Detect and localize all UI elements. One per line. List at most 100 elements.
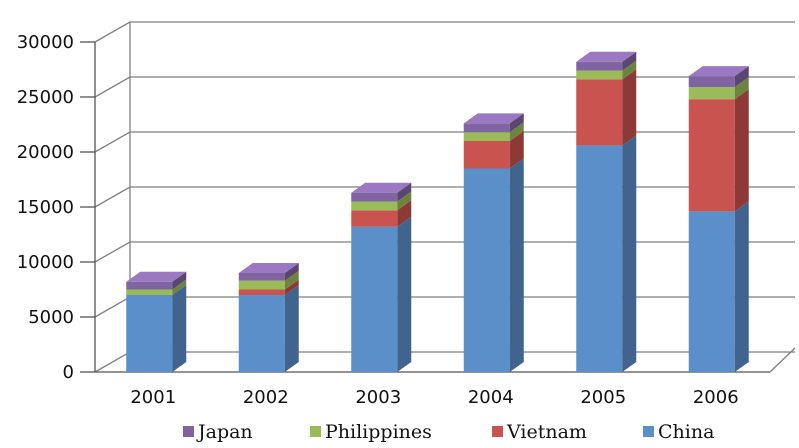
- legend-swatch: [492, 426, 503, 437]
- y-tick-label: 20000: [17, 142, 74, 163]
- legend-item-china: China: [643, 421, 714, 443]
- bar-segment-china-2005: [576, 135, 637, 372]
- legend-label: China: [658, 421, 714, 443]
- bar-front: [576, 70, 623, 80]
- bar-front: [351, 226, 398, 372]
- bar-front: [463, 141, 510, 169]
- bar-segment-philippines-2004: [463, 122, 524, 141]
- grid-diagonal: [94, 241, 131, 263]
- bar-side: [734, 89, 749, 212]
- bar-segment-china-2001: [126, 285, 187, 372]
- bar-segment-japan-2004: [463, 113, 524, 133]
- bar-segment-vietnam-2004: [463, 131, 524, 169]
- bar-segment-philippines-2002: [238, 270, 299, 290]
- bar-front: [238, 280, 285, 290]
- bar-top: [463, 113, 524, 124]
- bar-side: [172, 279, 187, 295]
- grid-diagonal: [94, 21, 131, 43]
- bar-side: [734, 66, 749, 88]
- legend-label: Vietnam: [506, 421, 587, 443]
- bar-segment-japan-2003: [351, 182, 412, 202]
- bar-segment-china-2003: [351, 216, 412, 372]
- bar-segment-china-2002: [238, 285, 299, 372]
- y-tick-label: 30000: [17, 32, 74, 53]
- x-tick-label: 2005: [580, 387, 626, 408]
- bar-side: [622, 69, 637, 146]
- bar-segment-japan-2001: [126, 271, 187, 290]
- bar-side: [397, 191, 412, 211]
- bar-side: [734, 201, 749, 372]
- bar-side: [622, 51, 637, 71]
- bar-segment-vietnam-2005: [576, 69, 637, 146]
- floor-edge: [769, 347, 796, 373]
- y-tick-label: 15000: [17, 197, 74, 218]
- bar-front: [688, 87, 735, 100]
- bar-front: [238, 295, 285, 372]
- legend-swatch: [310, 426, 321, 437]
- legend-label: Philippines: [325, 421, 432, 443]
- bar-top: [238, 263, 299, 273]
- x-tick-label: 2006: [693, 387, 739, 408]
- bar-side: [734, 77, 749, 100]
- legend-swatch: [643, 426, 654, 437]
- axis-labels: 0 5000 10000 15000 20000 25000 30000 2001 2002 20…: [17, 32, 739, 408]
- y-tick-label: 5000: [28, 307, 74, 328]
- bar-segment-japan-2005: [576, 51, 637, 71]
- bar-segment-philippines-2006: [688, 77, 749, 100]
- bar-front: [576, 145, 623, 372]
- grid-diagonal: [94, 296, 131, 318]
- bar-segment-philippines-2001: [126, 279, 187, 295]
- bar-front: [463, 168, 510, 372]
- bar-segment-japan-2002: [238, 263, 299, 281]
- bar-front: [126, 281, 173, 290]
- grid-diagonal: [94, 76, 131, 98]
- bar-side: [509, 131, 524, 169]
- bar-side: [172, 285, 187, 372]
- bar-side: [284, 270, 299, 290]
- x-tick-label: 2004: [468, 387, 514, 408]
- axes: [80, 22, 796, 373]
- y-tick-label: 0: [63, 362, 74, 383]
- bar-side: [622, 60, 637, 80]
- bar-side: [509, 122, 524, 141]
- bar-side: [622, 135, 637, 372]
- bar-front: [351, 210, 398, 227]
- bar-front: [688, 76, 735, 88]
- bar-side: [172, 271, 187, 290]
- bar-front: [351, 192, 398, 202]
- bar-front: [688, 211, 735, 372]
- bar-segment-china-2006: [688, 201, 749, 372]
- bar-side: [284, 279, 299, 295]
- bar-front: [126, 295, 173, 372]
- bar-front: [576, 79, 623, 146]
- bar-front: [238, 289, 285, 295]
- x-tick-label: 2002: [243, 387, 289, 408]
- bar-side: [397, 216, 412, 372]
- bar-front: [238, 273, 285, 281]
- x-tick-label: 2001: [130, 387, 176, 408]
- legend-item-japan: Japan: [183, 421, 253, 443]
- bar-front: [126, 289, 173, 295]
- x-tick-label: 2003: [355, 387, 401, 408]
- bar-top: [576, 51, 637, 62]
- legend-item-vietnam: Vietnam: [492, 421, 587, 443]
- bar-segment-vietnam-2006: [688, 89, 749, 212]
- y-tick-label: 10000: [17, 252, 74, 273]
- legend-item-philippines: Philippines: [310, 421, 432, 443]
- bar-front: [463, 132, 510, 141]
- legend-label: Japan: [196, 421, 253, 443]
- bar-segment-china-2004: [463, 158, 524, 372]
- bar-side: [509, 113, 524, 133]
- bar-top: [126, 271, 187, 282]
- bar-segment-philippines-2003: [351, 191, 412, 211]
- bar-segment-philippines-2005: [576, 60, 637, 80]
- bar-segment-japan-2006: [688, 66, 749, 88]
- bar-side: [284, 285, 299, 372]
- bar-side: [397, 182, 412, 202]
- grid-diagonal: [94, 351, 131, 373]
- bar-side: [284, 263, 299, 281]
- bar-front: [576, 61, 623, 71]
- bar-side: [509, 158, 524, 372]
- grid-diagonal: [94, 186, 131, 208]
